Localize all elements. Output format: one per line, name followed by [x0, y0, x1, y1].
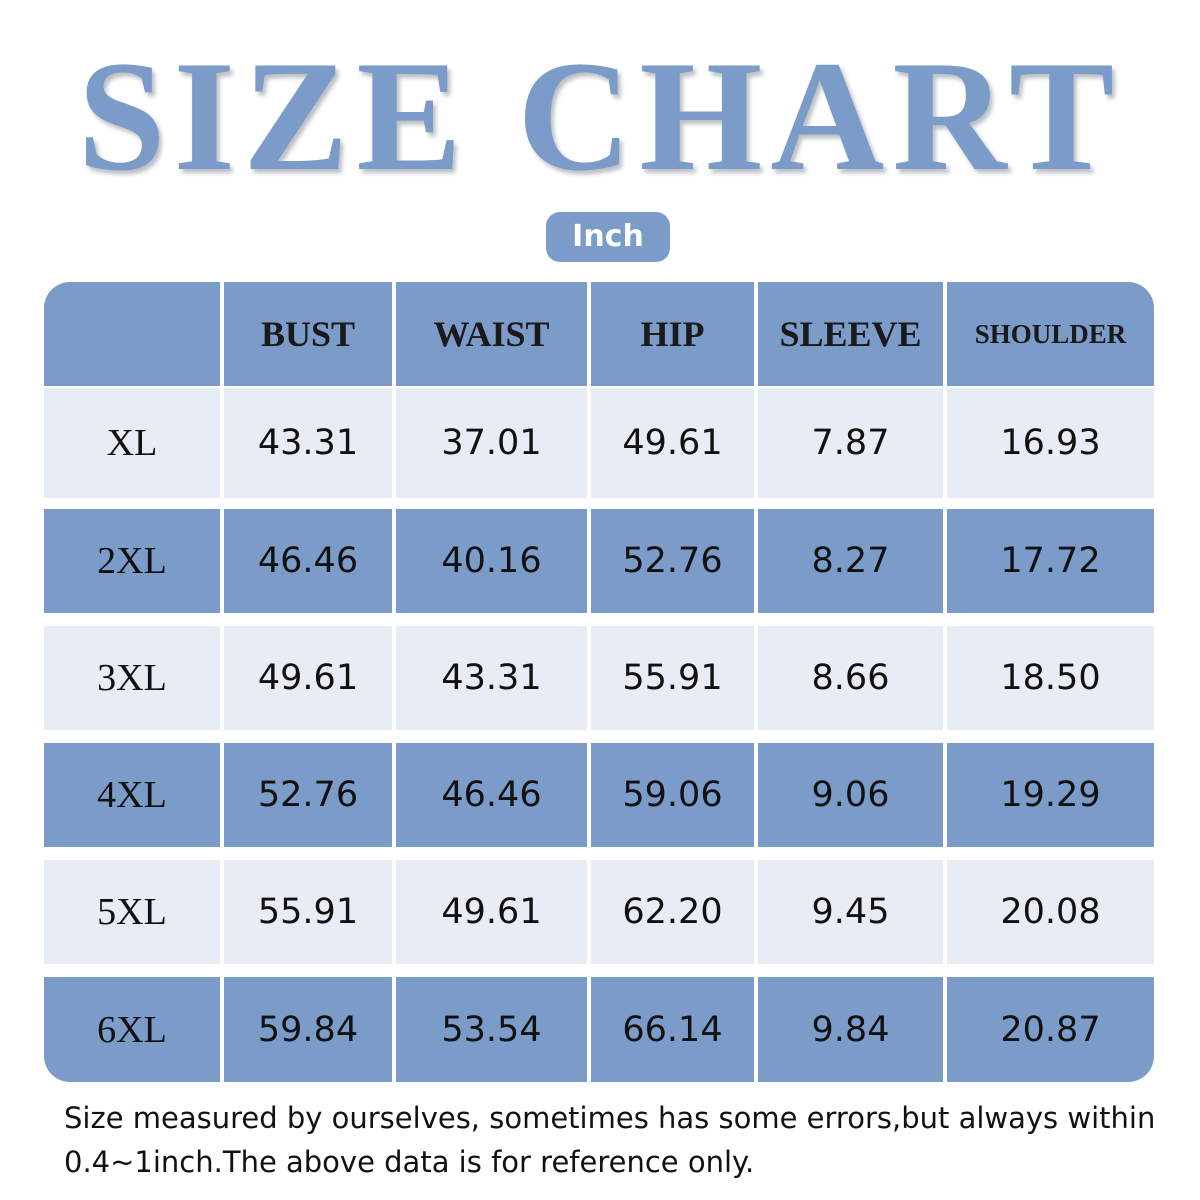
- bust-value: 43.31: [224, 388, 392, 498]
- table-row: XL 43.31 37.01 49.61 7.87 16.93: [44, 388, 1154, 498]
- waist-value: 46.46: [396, 743, 587, 847]
- shoulder-value: 18.50: [947, 626, 1154, 730]
- table-row: 2XL 46.46 40.16 52.76 8.27 17.72: [44, 509, 1154, 613]
- hip-value: 52.76: [591, 509, 754, 613]
- hip-header: HIP: [591, 282, 754, 386]
- table-row: 6XL 59.84 53.54 66.14 9.84 20.87: [44, 977, 1154, 1082]
- sleeve-value: 7.87: [758, 388, 943, 498]
- hip-value: 62.20: [591, 860, 754, 964]
- hip-value: 66.14: [591, 977, 754, 1082]
- size-label: 2XL: [44, 509, 220, 613]
- sleeve-value: 9.84: [758, 977, 943, 1082]
- header-row: BUST WAIST HIP SLEEVE SHOULDER: [44, 282, 1154, 386]
- waist-value: 40.16: [396, 509, 587, 613]
- size-table: BUST WAIST HIP SLEEVE SHOULDER XL 43.31 37.01 49…: [44, 282, 1154, 1082]
- bust-value: 46.46: [224, 509, 392, 613]
- sleeve-value: 9.06: [758, 743, 943, 847]
- waist-value: 53.54: [396, 977, 587, 1082]
- waist-header: WAIST: [396, 282, 587, 386]
- size-label: 6XL: [44, 977, 220, 1082]
- unit-badge: Inch: [546, 212, 670, 262]
- sleeve-header: SLEEVE: [758, 282, 943, 386]
- table-row: 3XL 49.61 43.31 55.91 8.66 18.50: [44, 626, 1154, 730]
- shoulder-value: 19.29: [947, 743, 1154, 847]
- shoulder-value: 20.87: [947, 977, 1154, 1082]
- shoulder-value: 16.93: [947, 388, 1154, 498]
- bust-header: BUST: [224, 282, 392, 386]
- shoulder-value: 20.08: [947, 860, 1154, 964]
- bust-value: 52.76: [224, 743, 392, 847]
- size-label: 3XL: [44, 626, 220, 730]
- size-header: [44, 282, 220, 386]
- waist-value: 37.01: [396, 388, 587, 498]
- shoulder-header: SHOULDER: [947, 282, 1154, 386]
- table-row: 5XL 55.91 49.61 62.20 9.45 20.08: [44, 860, 1154, 964]
- sleeve-value: 8.66: [758, 626, 943, 730]
- hip-value: 55.91: [591, 626, 754, 730]
- sleeve-value: 8.27: [758, 509, 943, 613]
- waist-value: 49.61: [396, 860, 587, 964]
- size-label: 4XL: [44, 743, 220, 847]
- hip-value: 59.06: [591, 743, 754, 847]
- hip-value: 49.61: [591, 388, 754, 498]
- shoulder-value: 17.72: [947, 509, 1154, 613]
- table-row: 4XL 52.76 46.46 59.06 9.06 19.29: [44, 743, 1154, 847]
- bust-value: 55.91: [224, 860, 392, 964]
- footnote: Size measured by ourselves, sometimes ha…: [64, 1101, 1156, 1179]
- bust-value: 59.84: [224, 977, 392, 1082]
- size-label: XL: [44, 388, 220, 498]
- sleeve-value: 9.45: [758, 860, 943, 964]
- waist-value: 43.31: [396, 626, 587, 730]
- size-label: 5XL: [44, 860, 220, 964]
- bust-value: 49.61: [224, 626, 392, 730]
- page-title: SIZE CHART: [77, 29, 1123, 204]
